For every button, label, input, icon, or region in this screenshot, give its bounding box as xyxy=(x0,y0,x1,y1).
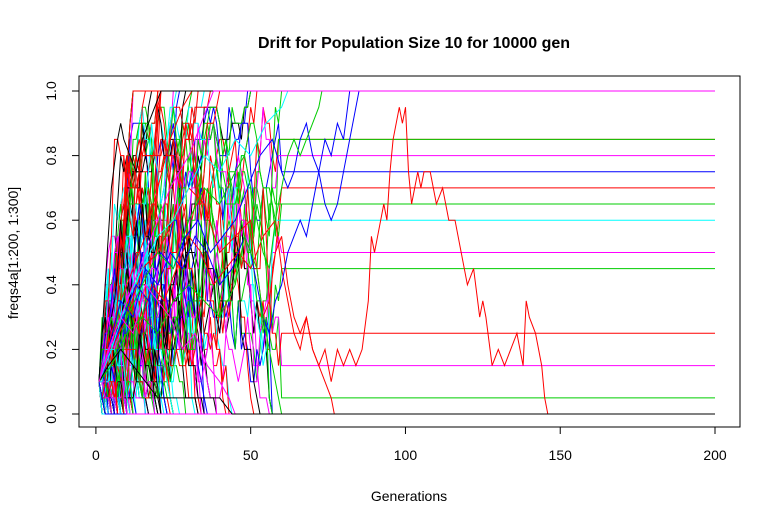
replicate-line xyxy=(98,381,715,415)
replicate-line xyxy=(99,348,715,415)
x-tick-label: 0 xyxy=(92,447,100,463)
replicate-line xyxy=(98,90,715,398)
replicate-line xyxy=(99,203,715,415)
x-tick-label: 50 xyxy=(243,447,259,463)
chart-title: Drift for Population Size 10 for 10000 g… xyxy=(258,35,570,52)
series-lines xyxy=(98,90,715,415)
series-line-early-black xyxy=(98,90,715,382)
plot-frame xyxy=(78,75,741,428)
x-tick-label: 150 xyxy=(549,447,573,463)
series-line-lost-green xyxy=(98,234,715,415)
series-line-lost-black xyxy=(98,348,715,415)
y-tick-label: 1.0 xyxy=(43,81,59,101)
y-axis-label: freqs4a[1:200, 1:300] xyxy=(5,187,21,319)
y-tick-label: 0.0 xyxy=(43,404,59,424)
series-line-lost-magenta xyxy=(98,283,715,415)
series-line-fixed-green xyxy=(98,90,715,383)
series-line-fixed-magenta xyxy=(98,90,715,382)
series-line-fixed-blue-2 xyxy=(98,90,715,382)
x-tick-label: 100 xyxy=(394,447,418,463)
series-line-fixed-cyan xyxy=(98,90,715,382)
replicate-line xyxy=(98,317,715,415)
x-axis-label: Generations xyxy=(371,488,447,504)
y-tick-label: 0.6 xyxy=(43,210,59,230)
y-tick-label: 0.4 xyxy=(43,275,59,295)
x-tick-label: 200 xyxy=(703,447,727,463)
replicate-line xyxy=(98,107,715,398)
series-line-long-red xyxy=(98,107,715,415)
replicate-line xyxy=(98,236,715,415)
series-line-mid-red xyxy=(98,187,715,415)
replicate-line xyxy=(98,220,715,415)
y-tick-label: 0.2 xyxy=(43,339,59,359)
y-tick-label: 0.8 xyxy=(43,146,59,166)
